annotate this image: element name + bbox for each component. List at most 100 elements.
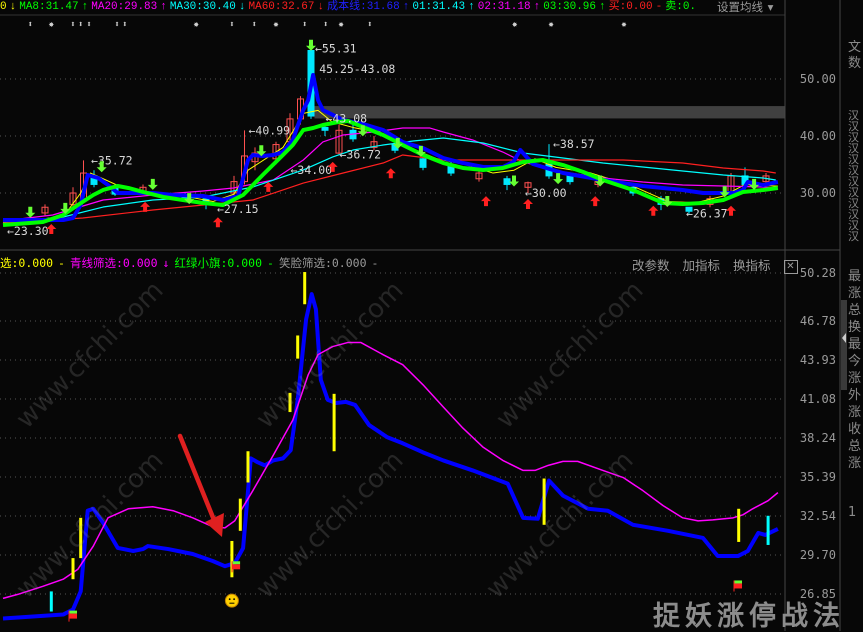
candle-down (685, 206, 693, 212)
signal-marker-icon: ✸ (49, 20, 55, 30)
legend-arrow-icon: ↑ (81, 1, 89, 13)
sell-arrow-icon (96, 161, 107, 173)
side-char: 汉 (848, 219, 859, 232)
candle-down (321, 126, 329, 131)
sell-arrow-icon (719, 186, 730, 198)
signal-bar-yellow (288, 392, 292, 413)
signal-marker-icon: ⬍ (28, 20, 33, 30)
signal-bar-yellow (737, 508, 741, 542)
ma-line (3, 73, 779, 223)
side-char: 汉 (848, 142, 859, 155)
legend-arrow-icon: - (655, 1, 663, 13)
y-tick-label: 41.08 (800, 392, 836, 406)
buy-arrow-icon (46, 224, 57, 235)
modify-params-button[interactable]: 改参数 (632, 258, 670, 273)
side-panel-list: 汉汉汉汉汉汉汉汉汉汉汉汉 (848, 110, 863, 242)
y-tick-label: 26.85 (800, 587, 836, 601)
legend-item: MA20:29.83 (91, 1, 158, 13)
legend-arrow-icon: ↓ (238, 1, 246, 13)
y-tick-label: 38.24 (800, 431, 836, 445)
candle-up (335, 129, 343, 154)
red-pointer-arrow (177, 433, 217, 523)
ma-line (2, 119, 779, 227)
price-annotation: ←36.72 (340, 148, 382, 162)
switch-indicator-button[interactable]: 换指标 (733, 258, 771, 273)
side-char: 涨 (848, 371, 862, 386)
side-char: 汉 (848, 186, 859, 199)
collapse-arrow-icon[interactable] (842, 333, 846, 343)
side-char: 外 (848, 388, 862, 403)
signal-bar-yellow (238, 498, 242, 531)
indicator-line (2, 341, 779, 600)
sell-arrow-icon (256, 145, 267, 157)
y-tick-label: 35.39 (800, 470, 836, 484)
legend-item: 02:31.18 (477, 1, 531, 13)
flag-icon (68, 610, 77, 622)
signal-marker-icon: ⬍ (367, 20, 372, 30)
side-char: 总 (848, 303, 862, 318)
sell-arrow-icon (357, 125, 368, 137)
smiley-face (224, 593, 239, 608)
close-icon[interactable]: ✕ (783, 259, 798, 274)
signal-marker-icon: ✸ (621, 20, 627, 30)
sell-arrow-icon (392, 137, 403, 149)
y-tick-label: 40.00 (800, 129, 836, 143)
legend-item: MA60:32.67 (248, 1, 315, 13)
red-pointer-arrowhead (205, 513, 224, 537)
buy-arrow-icon (648, 205, 659, 216)
signal-marker-icon: ✸ (193, 20, 199, 30)
side-char: 汉 (848, 164, 859, 177)
legend-item: 01:31.43 (412, 1, 466, 13)
signal-marker-icon: ✸ (273, 20, 279, 30)
legend-item: 买:0.00 (608, 1, 653, 13)
flag-red (232, 564, 241, 570)
legend-item: MA8:31.47 (19, 1, 79, 13)
add-indicator-button[interactable]: 加指标 (682, 258, 721, 273)
side-char: 涨 (848, 286, 862, 301)
candle-up (524, 182, 532, 188)
dropdown-arrow-icon: ▾ (764, 0, 774, 14)
side-char: 收 (848, 422, 862, 437)
side-char: 最 (848, 269, 862, 284)
price-annotation: ←34.00 (291, 163, 333, 177)
signal-marker-icon: ⬍ (229, 20, 234, 30)
y-tick-label: 50.28 (800, 266, 836, 280)
set-ma-button[interactable]: 设置均线 ▾ (717, 0, 774, 14)
flag-green (69, 610, 77, 614)
candle-up (41, 206, 49, 214)
y-tick-label: 43.93 (800, 353, 836, 367)
indicator-line (2, 292, 779, 621)
smiley-eye (233, 598, 236, 601)
signal-marker-icon: ⬍ (302, 20, 307, 30)
signal-bar-yellow (79, 517, 83, 559)
signal-bar-cyan (49, 591, 53, 612)
signal-bar-yellow (542, 478, 546, 525)
side-char: 汉 (848, 208, 859, 221)
flag-green (734, 580, 742, 584)
side-panel-tabs[interactable]: 文数 (848, 40, 863, 72)
indicator-toolbar: 改参数 加指标 换指标 ✕ (632, 255, 807, 274)
price-annotation: ←26.37 (686, 207, 728, 221)
side-char: 汉 (848, 230, 859, 242)
side-char: 汉 (848, 197, 859, 210)
side-char: 汉 (848, 120, 859, 133)
signal-marker-icon: ✸ (548, 20, 554, 30)
watermark-title: 捉妖涨停战法 (653, 601, 845, 632)
price-annotation: ←27.15 (217, 202, 259, 216)
smiley-icon (224, 593, 239, 608)
side-char: 汉 (848, 175, 859, 188)
y-tick-label: 30.00 (800, 186, 836, 200)
side-scrollbar[interactable] (841, 300, 847, 390)
signal-bar-yellow (246, 451, 250, 483)
side-char: 汉 (848, 131, 859, 144)
sell-arrow-icon (553, 173, 564, 185)
ma-line (2, 127, 776, 222)
ma-line (2, 137, 776, 224)
legend-arrow-icon: ↑ (599, 1, 606, 13)
flag-red (69, 613, 77, 619)
sell-arrow-icon (509, 175, 519, 187)
signal-marker-icon: ⬍ (122, 20, 127, 30)
flag-green (232, 561, 241, 565)
y-tick-label: 29.70 (800, 548, 836, 562)
buy-arrow-icon (726, 205, 736, 216)
